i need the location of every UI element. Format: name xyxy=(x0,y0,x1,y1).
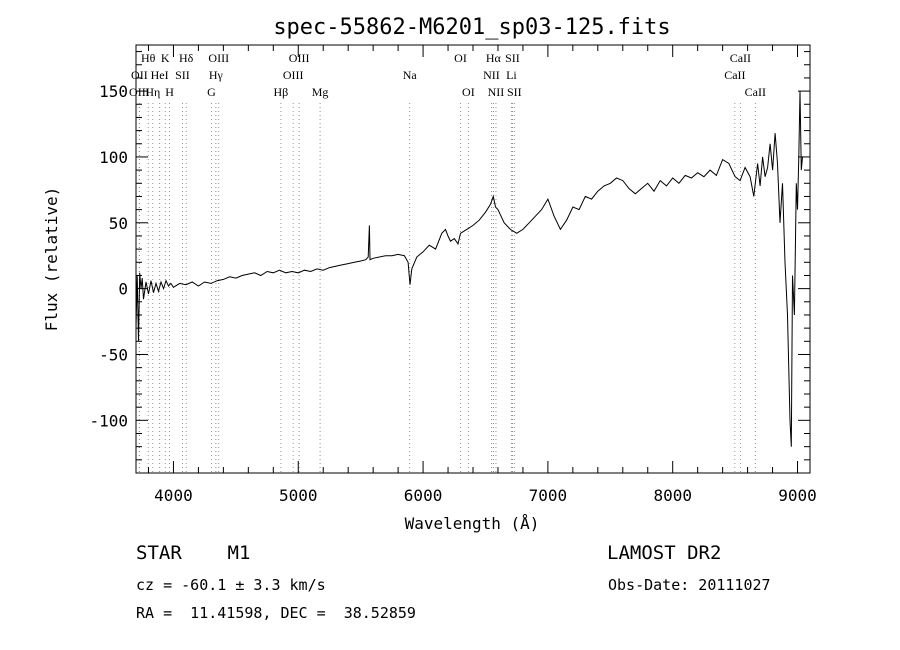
y-tick-label--100: -100 xyxy=(89,411,128,430)
line-marker-label-15: NII xyxy=(483,68,500,82)
line-marker-label-14: Na xyxy=(403,68,418,82)
y-axis-label: Flux (relative) xyxy=(42,187,61,332)
y-axis: -100 -50 0 50 100 150 xyxy=(89,51,810,461)
line-marker-label-2: Hδ xyxy=(179,51,194,65)
spectrum-series xyxy=(135,91,803,447)
line-marker-label-16: Li xyxy=(506,68,517,82)
line-marker-label-17: CaII xyxy=(724,68,745,82)
coordinates: RA = 11.41598, DEC = 38.52859 xyxy=(136,604,416,622)
line-marker-label-22: Hβ xyxy=(274,85,289,99)
line-marker-label-4: OIII xyxy=(289,51,310,65)
line-marker-label-8: CaII xyxy=(730,51,751,65)
line-marker-label-24: OI xyxy=(462,85,475,99)
line-marker-label-10: HeI xyxy=(151,68,169,82)
line-marker-label-11: SII xyxy=(175,68,190,82)
y-tick-label-50: 50 xyxy=(109,214,128,233)
observation-date: Obs-Date: 20111027 xyxy=(608,576,771,594)
x-tick-label-9000: 9000 xyxy=(778,486,817,505)
line-marker-label-21: G xyxy=(207,85,216,99)
line-marker-label-18: OIII xyxy=(129,85,150,99)
object-class: STAR M1 xyxy=(136,542,251,564)
line-marker-label-9: OII xyxy=(131,68,148,82)
line-marker-label-23: Mg xyxy=(312,85,329,99)
y-tick-label-100: 100 xyxy=(99,148,128,167)
line-marker-label-27: CaII xyxy=(745,85,766,99)
chart-title: spec-55862-M6201_sp03-125.fits xyxy=(273,15,670,40)
x-tick-label-8000: 8000 xyxy=(653,486,692,505)
spectrum-line-0 xyxy=(135,91,803,447)
line-marker-label-0: Hθ xyxy=(141,51,156,65)
line-marker-label-3: OIII xyxy=(208,51,229,65)
y-tick-label--50: -50 xyxy=(99,345,128,364)
x-tick-label-6000: 6000 xyxy=(404,486,443,505)
x-tick-label-5000: 5000 xyxy=(279,486,318,505)
redshift-velocity: cz = -60.1 ± 3.3 km/s xyxy=(136,576,326,594)
line-marker-label-26: SII xyxy=(507,85,522,99)
y-tick-label-0: 0 xyxy=(118,280,128,299)
line-marker-label-12: Hγ xyxy=(209,68,224,82)
line-marker-label-19: Hη xyxy=(145,85,160,99)
x-tick-label-7000: 7000 xyxy=(529,486,568,505)
line-marker-label-7: SII xyxy=(505,51,520,65)
x-tick-label-4000: 4000 xyxy=(154,486,193,505)
survey-name: LAMOST DR2 xyxy=(607,542,722,564)
line-marker-label-1: K xyxy=(161,51,170,65)
line-marker-label-5: OI xyxy=(454,51,467,65)
line-marker-label-13: OIII xyxy=(283,68,304,82)
line-marker-label-6: Hα xyxy=(486,51,502,65)
line-marker-label-25: NII xyxy=(488,85,505,99)
y-tick-label-150: 150 xyxy=(99,82,128,101)
line-marker-label-20: H xyxy=(165,85,174,99)
x-axis: 4000 5000 6000 7000 8000 9000 xyxy=(147,45,817,505)
x-axis-label: Wavelength (Å) xyxy=(405,514,540,533)
plot-frame xyxy=(135,44,811,474)
